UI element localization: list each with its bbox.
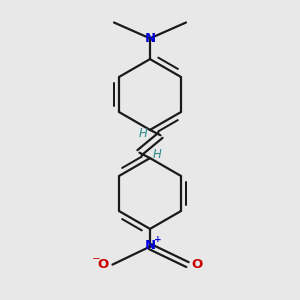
Text: N: N <box>144 32 156 45</box>
Text: O: O <box>191 258 203 271</box>
Text: H: H <box>139 127 148 140</box>
Text: H: H <box>152 148 161 161</box>
Text: +: + <box>154 236 161 244</box>
Text: −: − <box>92 254 100 264</box>
Text: N: N <box>144 239 156 252</box>
Text: O: O <box>97 258 109 271</box>
